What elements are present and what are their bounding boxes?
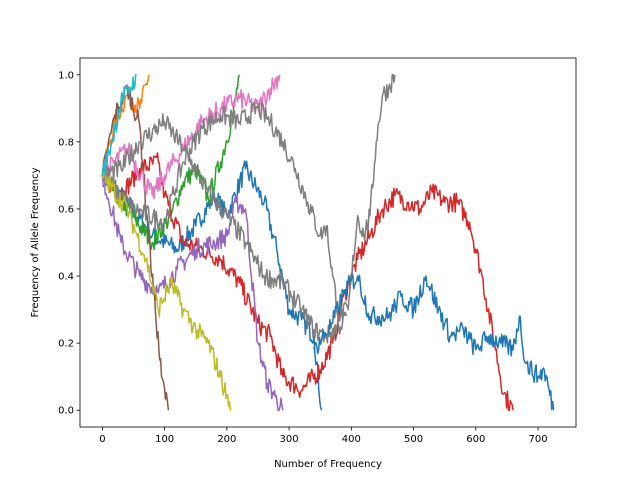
series-line-5: [101, 172, 284, 411]
x-tick-label: 100: [155, 434, 174, 445]
x-tick-label: 0: [99, 434, 105, 445]
x-axis: 0 100 200 300 400 500 600 700: [99, 427, 548, 445]
series-line-10: [101, 170, 232, 411]
x-tick-label: 200: [217, 434, 236, 445]
y-tick-label: 0.2: [58, 339, 74, 350]
y-tick-label: 0.6: [58, 204, 74, 215]
series-line-11: [101, 74, 137, 176]
series-line-8: [101, 74, 396, 322]
x-axis-label: Number of Frequency: [274, 459, 382, 470]
x-tick-label: 500: [404, 434, 423, 445]
y-axis: 0.0 0.2 0.4 0.6 0.8 1.0: [58, 70, 80, 417]
y-axis-label: Frequency of Allele Frequency: [30, 167, 41, 317]
series-line-7: [101, 74, 281, 200]
series-line-9: [101, 113, 348, 344]
series-line-2: [101, 74, 150, 176]
series-line-12: [313, 274, 555, 411]
y-tick-label: 0.4: [58, 272, 74, 283]
x-tick-label: 300: [280, 434, 299, 445]
y-tick-label: 1.0: [58, 70, 74, 81]
series-line-6: [101, 84, 170, 411]
series-layer: [101, 74, 555, 411]
plot-frame: [79, 57, 577, 428]
y-tick-label: 0.8: [58, 137, 74, 148]
y-tick-label: 0.0: [58, 406, 74, 417]
x-tick-label: 400: [342, 434, 361, 445]
x-tick-label: 700: [528, 434, 547, 445]
x-tick-label: 600: [466, 434, 485, 445]
